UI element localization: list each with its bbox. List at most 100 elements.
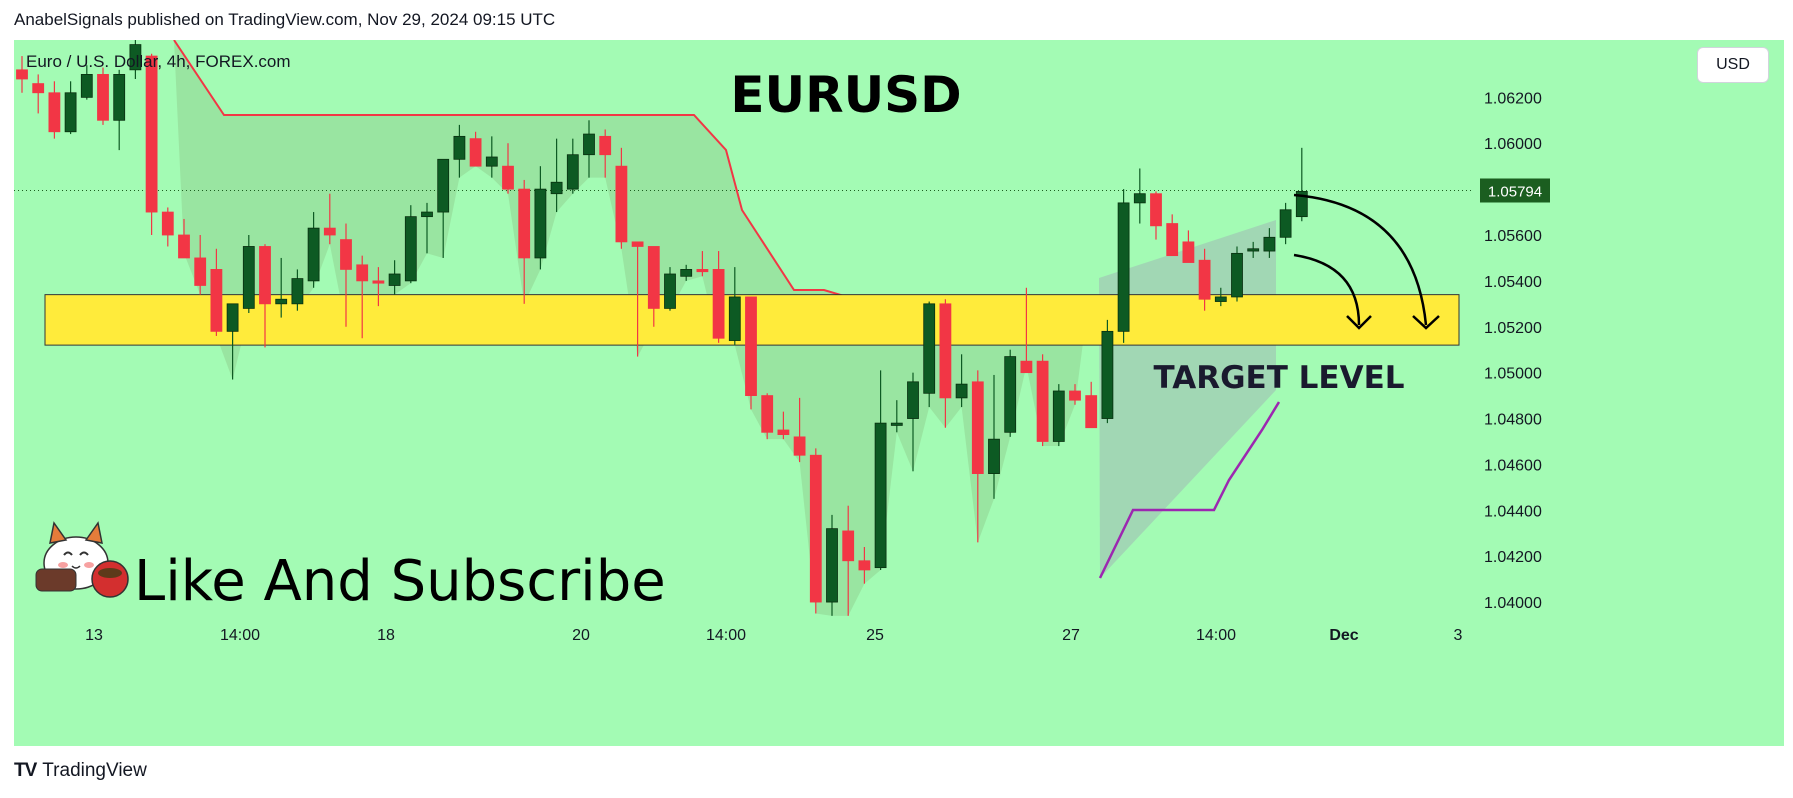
y-tick-label[interactable]: 1.05600 (1484, 228, 1542, 245)
candle-body (323, 227, 336, 236)
candle-body (826, 528, 838, 603)
candle-body (1020, 360, 1033, 374)
candle-body (696, 269, 709, 273)
candle-body (1085, 395, 1098, 429)
candle-body (32, 83, 45, 94)
candle-body (16, 69, 28, 80)
arrow-long-head (1412, 315, 1440, 330)
candle-body (615, 165, 628, 243)
candle-body (1247, 248, 1260, 252)
promo-text: Like And Subscribe (134, 549, 666, 614)
chart-area[interactable]: 1.062001.060001.058001.056001.054001.052… (14, 40, 1784, 746)
candle-body (242, 246, 255, 309)
candle-body (890, 422, 903, 426)
candle-body (599, 135, 612, 156)
brand-name[interactable]: TradingView (42, 760, 147, 781)
candle-body (858, 560, 871, 571)
candle-body (1117, 202, 1130, 332)
candle-body (793, 436, 806, 456)
last-price-tag[interactable] (1480, 178, 1550, 203)
candle-body (340, 239, 352, 270)
candle-body (129, 44, 142, 71)
candle-body (939, 303, 952, 399)
price-chart[interactable]: 1.062001.060001.058001.056001.054001.052… (14, 40, 1784, 746)
candle-body (469, 138, 482, 167)
title-annotation: EURUSD (730, 66, 961, 124)
candle-body (550, 181, 563, 195)
x-tick-label[interactable]: 14:00 (706, 627, 746, 644)
candle-body (372, 280, 385, 284)
candle-body (534, 188, 547, 259)
x-tick-label[interactable]: 14:00 (1196, 627, 1236, 644)
candle-body (259, 246, 271, 305)
currency-button[interactable]: USD (1697, 47, 1769, 83)
target-level-label: TARGET LEVEL (1153, 360, 1404, 396)
last-price-value[interactable]: 1.05794 (1488, 183, 1542, 200)
candle-body (518, 188, 531, 259)
y-tick-label[interactable]: 1.06000 (1484, 136, 1542, 153)
arrow-short (1293, 253, 1361, 326)
x-tick-label[interactable]: 3 (1454, 627, 1463, 644)
candle-body (712, 269, 725, 339)
y-tick-label[interactable]: 1.04600 (1484, 457, 1542, 474)
candle-body (971, 381, 984, 474)
candle-body (988, 438, 1000, 474)
candle-body (1133, 193, 1146, 204)
candle-body (1166, 223, 1179, 257)
candle-body (194, 257, 207, 286)
candle-body (1101, 330, 1114, 419)
candle-body (1263, 236, 1276, 252)
candle-body (1295, 191, 1308, 218)
x-tick-label[interactable]: 25 (866, 627, 884, 644)
candle-body (874, 422, 887, 569)
candle-body (453, 135, 466, 160)
resistance-trail-line (173, 40, 1089, 297)
candle-body (728, 296, 741, 341)
candle-body (1279, 209, 1292, 238)
arrow-short-head (1346, 315, 1372, 330)
candle-body (210, 269, 223, 332)
candle-body (1036, 360, 1049, 442)
y-tick-label[interactable]: 1.04400 (1484, 503, 1542, 520)
candle-body (923, 303, 936, 394)
candle-body (842, 530, 855, 562)
candle-body (307, 227, 320, 282)
y-tick-label[interactable]: 1.05400 (1484, 274, 1542, 291)
support-trail-line (1098, 401, 1281, 579)
candle-body (1214, 296, 1227, 302)
candle-body (1052, 390, 1065, 442)
candle-body (485, 156, 498, 167)
candle-body (680, 269, 693, 277)
candle-body (631, 241, 644, 247)
candle-body (955, 383, 968, 399)
candle-body (1004, 356, 1017, 433)
candle-body (907, 381, 919, 419)
x-tick-label[interactable]: 27 (1062, 627, 1080, 644)
x-tick-label[interactable]: Dec (1329, 627, 1358, 644)
candle-body (161, 211, 174, 236)
symbol-label[interactable]: Euro / U.S. Dollar, 4h, FOREX.com (26, 52, 291, 71)
candle-body (404, 216, 417, 282)
candle-body (647, 246, 660, 309)
x-tick-label[interactable]: 18 (377, 627, 395, 644)
y-tick-label[interactable]: 1.04200 (1484, 549, 1542, 566)
candle-body (421, 211, 433, 218)
y-tick-label[interactable]: 1.06200 (1484, 90, 1542, 107)
y-tick-label[interactable]: 1.04800 (1484, 412, 1542, 429)
y-tick-label[interactable]: 1.05200 (1484, 320, 1542, 337)
candle-body (745, 296, 757, 396)
candle-body (566, 154, 579, 190)
x-tick-label[interactable]: 14:00 (220, 627, 260, 644)
candle-body (1069, 390, 1081, 401)
x-tick-label[interactable]: 20 (572, 627, 590, 644)
candle-body (437, 158, 450, 213)
x-tick-label[interactable]: 13 (85, 627, 103, 644)
candle-body (583, 133, 595, 156)
candle-body (388, 273, 401, 286)
y-tick-label[interactable]: 1.05000 (1484, 366, 1542, 383)
tradingview-logo-icon[interactable]: TV (14, 760, 37, 781)
candle-body (761, 395, 774, 433)
y-tick-label[interactable]: 1.04000 (1484, 595, 1542, 612)
candle-body (664, 273, 676, 309)
candle-body (64, 92, 77, 133)
